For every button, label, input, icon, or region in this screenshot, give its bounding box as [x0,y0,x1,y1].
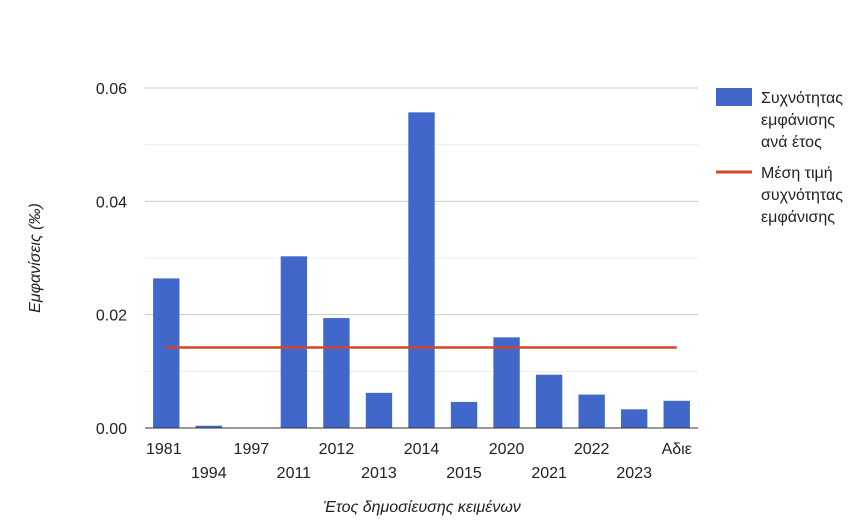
bar [280,256,308,428]
bar [195,425,222,428]
legend-line-label: Μέση τιμή συχνότητας εμφάνισης [761,165,847,226]
x-tick-label: 1997 [234,441,270,458]
bar [493,337,520,428]
y-tick-label: 0.06 [96,81,127,98]
x-tick-label: 2021 [531,465,567,482]
legend-bar-label-line: Συχνότητας [761,90,843,107]
bar [663,400,690,428]
legend-bar-label-line: εμφάνισης [761,112,835,129]
y-tick-label: 0.02 [96,308,127,325]
bar [535,374,563,428]
bar [450,401,478,428]
bars [153,112,690,428]
y-axis-title: Εμφανίσεις (‰) [27,203,44,313]
x-tick-label: 2012 [319,441,355,458]
y-axis-ticks: 0.00 0.02 0.04 0.06 [96,81,127,438]
legend-line-label-line: εμφάνισης [761,209,835,226]
y-tick-label: 0.00 [96,421,127,438]
x-tick-label: 2011 [277,465,312,482]
legend-line-label-line: Μέση τιμή [761,165,833,182]
x-axis-ticks: 1981 1994 1997 2011 2012 2013 2014 2015 2020 2021… [146,441,692,482]
bar [621,409,648,428]
legend-bar-label-line: ανά έτος [761,134,822,151]
x-tick-label: 2013 [361,465,397,482]
legend-bar-label: Συχνότητας εμφάνισης ανά έτος [761,90,847,151]
x-axis-title: Έτος δημοσίευσης κειμένων [323,499,521,516]
bar [323,318,350,428]
bar [153,278,180,428]
x-tick-label: 1981 [146,441,182,458]
x-tick-label: Αδιε [662,441,692,458]
x-tick-label: 2023 [616,465,652,482]
bar [578,394,605,428]
x-tick-label: 2022 [574,441,610,458]
bar [365,392,393,428]
x-tick-label: 2015 [446,465,482,482]
bar [408,112,435,428]
x-tick-label: 1994 [191,465,227,482]
y-tick-label: 0.04 [96,194,127,211]
x-tick-label: 2014 [404,441,440,458]
legend-bar-swatch [716,88,752,106]
x-tick-label: 2020 [489,441,525,458]
legend: Συχνότητας εμφάνισης ανά έτος Μέση τιμή … [716,88,847,226]
legend-line-label-line: συχνότητας [761,187,843,204]
